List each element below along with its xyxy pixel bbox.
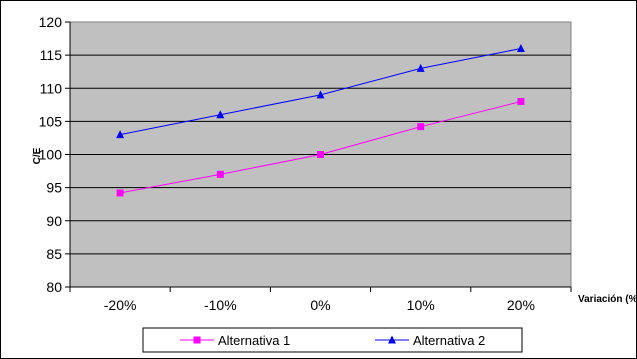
y-tick-label: 115 xyxy=(40,47,63,63)
x-tick-label: -20% xyxy=(104,297,137,313)
data-point xyxy=(316,90,325,99)
y-tick-label: 95 xyxy=(46,180,62,196)
series-1 xyxy=(116,98,525,197)
legend-item-2: Alternativa 2 xyxy=(375,333,485,348)
axes: 80 85 90 95 100 105 110 115 120 -20% -10% 0% 10% 20% xyxy=(39,14,572,313)
data-point xyxy=(417,123,425,131)
y-tick-label: 80 xyxy=(46,279,62,295)
legend-label: Alternativa 2 xyxy=(413,333,485,348)
x-tick-label: -10% xyxy=(204,297,237,313)
series xyxy=(116,44,525,197)
legend-label: Alternativa 1 xyxy=(218,333,290,348)
data-point xyxy=(116,189,124,197)
y-tick-label: 120 xyxy=(39,14,63,30)
legend-marker xyxy=(388,335,396,344)
x-tick-label: 10% xyxy=(407,297,435,313)
y-tick-label: 100 xyxy=(39,147,63,163)
data-point xyxy=(517,98,525,105)
x-tick-label: 0% xyxy=(310,297,330,313)
y-tick-label: 90 xyxy=(46,213,62,229)
series-2 xyxy=(116,44,525,139)
data-point xyxy=(216,110,225,119)
y-tick-label: 110 xyxy=(40,80,63,96)
data-point xyxy=(516,44,525,52)
data-point xyxy=(317,151,324,158)
y-tick-label: 105 xyxy=(39,113,63,129)
x-tick-label: 20% xyxy=(507,297,535,313)
data-point xyxy=(116,130,125,139)
gridlines xyxy=(70,54,571,255)
x-axis-title: Variación (%) xyxy=(578,294,637,305)
data-point xyxy=(216,170,224,178)
data-point xyxy=(416,63,425,72)
legend-item-1: Alternativa 1 xyxy=(180,333,290,348)
y-tick-label: 85 xyxy=(46,246,62,262)
legend-marker xyxy=(193,336,201,344)
y-axis-title: C/E xyxy=(32,147,43,164)
legend: Alternativa 1 Alternativa 2 xyxy=(142,327,523,353)
